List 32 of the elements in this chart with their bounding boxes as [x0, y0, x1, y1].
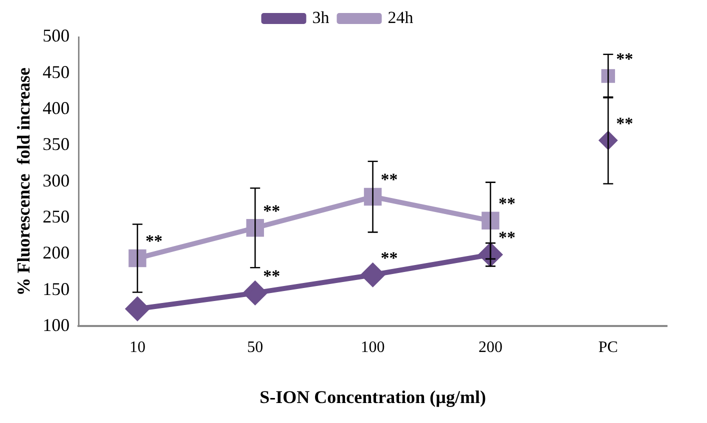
- point: [482, 212, 500, 230]
- y-tick-label: 200: [42, 242, 70, 263]
- annotation: **: [263, 266, 280, 286]
- x-axis-title: S-ION Concentration (µg/ml): [260, 386, 486, 407]
- point: [126, 297, 149, 320]
- annotation: **: [616, 49, 634, 68]
- annotation: **: [498, 194, 516, 214]
- x-tick-label: 200: [478, 339, 502, 356]
- y-tick-label: 150: [42, 278, 70, 299]
- x-tick-label: 100: [360, 339, 385, 356]
- annotation: **: [498, 228, 516, 248]
- x-tick-label: 10: [129, 339, 146, 356]
- y-tick-label: 450: [42, 62, 70, 82]
- x-tick-label: 50: [247, 339, 264, 356]
- y-tick-label: 350: [42, 134, 70, 154]
- y-tick-label: 250: [42, 206, 70, 226]
- annotation: **: [380, 170, 398, 190]
- x-tick-label: PC: [598, 339, 618, 356]
- point: [128, 249, 146, 268]
- y-axis-title: % Fluorescence fold increase: [13, 67, 34, 296]
- y-tick-label: 100: [42, 314, 70, 335]
- annotation: **: [263, 201, 280, 220]
- y-tick-label: 500: [42, 26, 70, 46]
- annotation: **: [380, 248, 398, 268]
- legend-label: 24h: [388, 8, 414, 27]
- point: [244, 281, 267, 304]
- y-tick-label: 400: [42, 98, 70, 118]
- y-tick-label: 300: [42, 170, 70, 190]
- legend-label: 3h: [312, 8, 330, 27]
- annotation: **: [145, 232, 162, 251]
- point: [361, 263, 384, 286]
- annotation: **: [616, 114, 634, 133]
